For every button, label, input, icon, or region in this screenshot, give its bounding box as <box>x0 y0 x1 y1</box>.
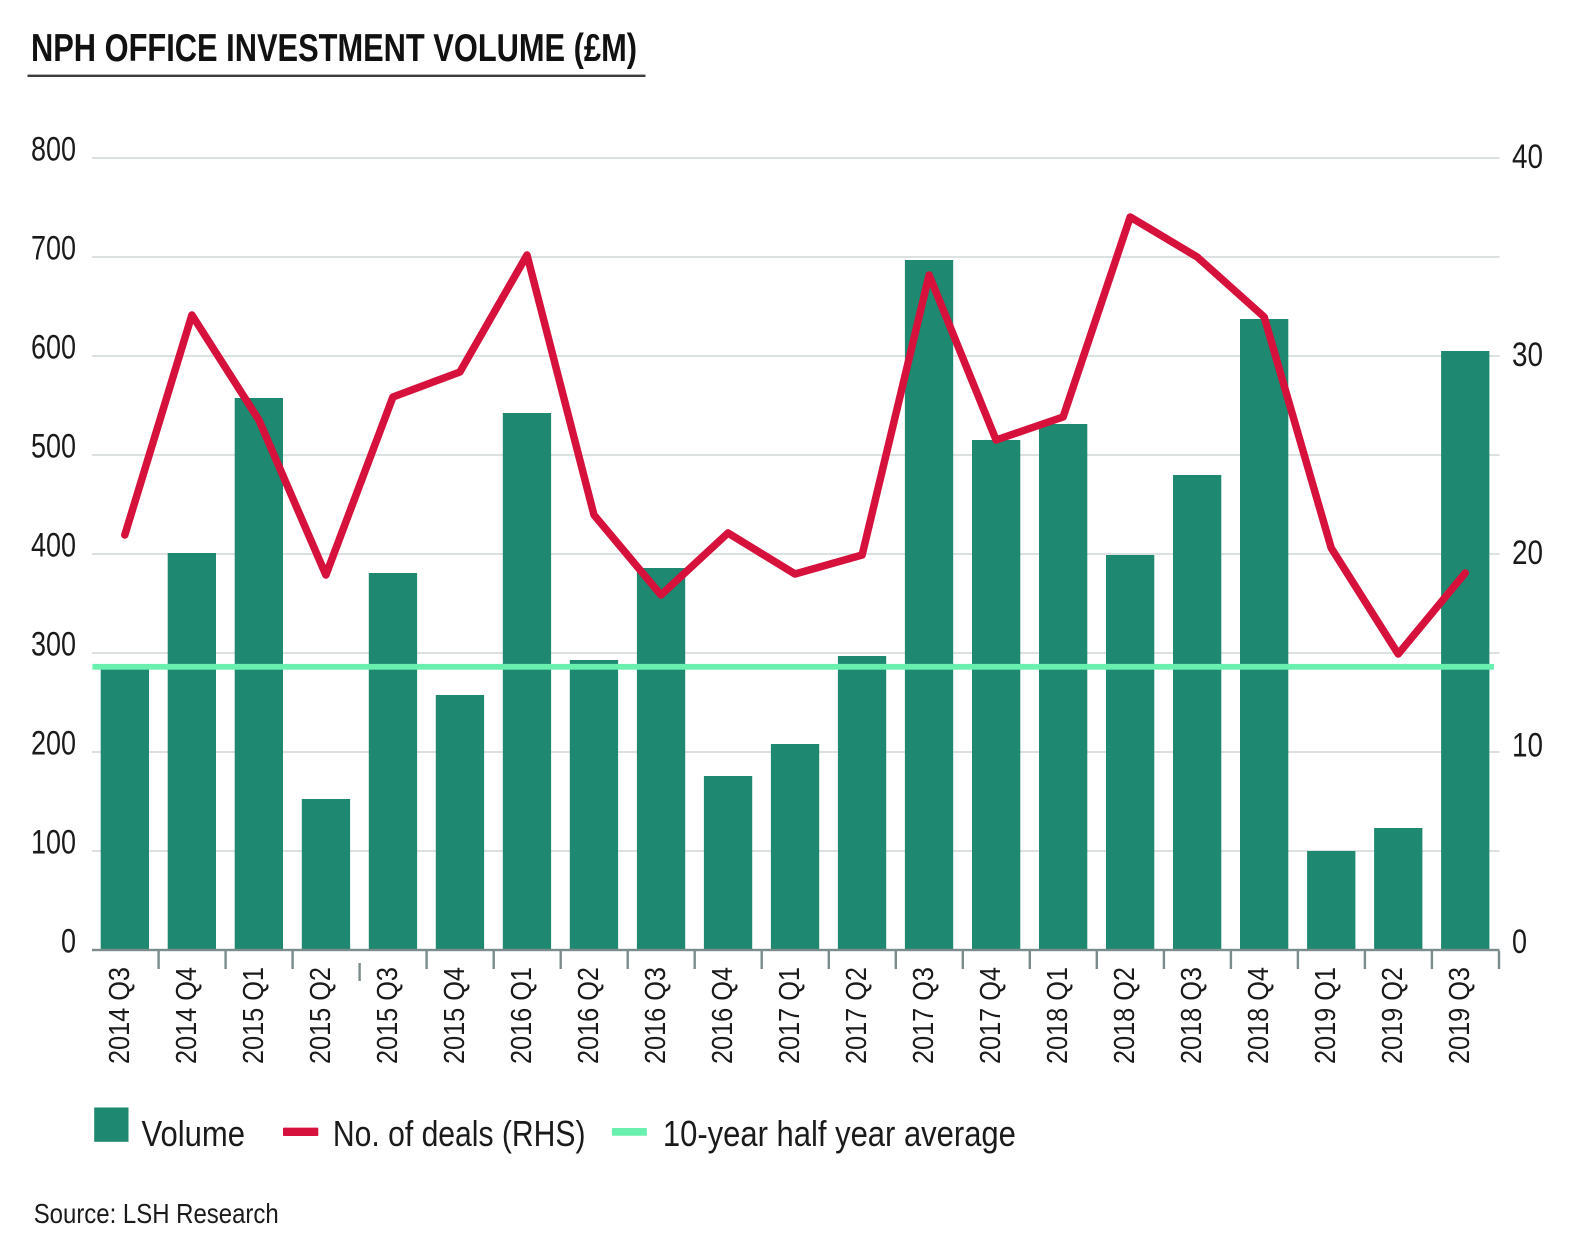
svg-text:600: 600 <box>31 329 76 367</box>
svg-text:400: 400 <box>31 527 76 565</box>
svg-text:2015 Q2: 2015 Q2 <box>305 967 337 1064</box>
svg-text:2016 Q1: 2016 Q1 <box>506 967 538 1064</box>
svg-text:2018 Q2: 2018 Q2 <box>1109 967 1141 1064</box>
svg-text:40: 40 <box>1512 138 1543 176</box>
svg-text:100: 100 <box>31 824 76 862</box>
svg-text:800: 800 <box>31 131 76 169</box>
svg-text:200: 200 <box>31 725 76 763</box>
svg-text:2014 Q3: 2014 Q3 <box>104 967 136 1064</box>
svg-text:2016 Q3: 2016 Q3 <box>640 967 672 1064</box>
svg-text:2018 Q3: 2018 Q3 <box>1176 967 1208 1064</box>
svg-text:2015 Q4: 2015 Q4 <box>439 967 471 1064</box>
svg-text:2018 Q4: 2018 Q4 <box>1243 967 1275 1064</box>
svg-text:Source: LSH Research: Source: LSH Research <box>34 1198 279 1229</box>
svg-text:2017 Q3: 2017 Q3 <box>908 967 940 1064</box>
svg-text:2016 Q4: 2016 Q4 <box>707 967 739 1064</box>
svg-text:NPH OFFICE INVESTMENT VOLUME (: NPH OFFICE INVESTMENT VOLUME (£M) <box>31 27 637 70</box>
svg-text:2017 Q4: 2017 Q4 <box>975 967 1007 1064</box>
svg-text:2019 Q3: 2019 Q3 <box>1444 967 1476 1064</box>
svg-text:2015 Q3: 2015 Q3 <box>372 967 404 1064</box>
svg-text:2014 Q4: 2014 Q4 <box>171 967 203 1064</box>
svg-text:0: 0 <box>61 923 76 961</box>
svg-text:2017 Q1: 2017 Q1 <box>774 967 806 1064</box>
svg-text:2017 Q2: 2017 Q2 <box>841 967 873 1064</box>
svg-text:500: 500 <box>31 428 76 466</box>
svg-text:2019 Q2: 2019 Q2 <box>1377 967 1409 1064</box>
svg-text:10-year half year average: 10-year half year average <box>663 1113 1016 1154</box>
svg-text:2018 Q1: 2018 Q1 <box>1042 967 1074 1064</box>
svg-text:No. of deals (RHS): No. of deals (RHS) <box>333 1113 586 1154</box>
svg-text:2019 Q1: 2019 Q1 <box>1310 967 1342 1064</box>
svg-text:20: 20 <box>1512 534 1543 572</box>
svg-text:30: 30 <box>1512 336 1543 374</box>
svg-text:2015 Q1: 2015 Q1 <box>238 967 270 1064</box>
svg-text:700: 700 <box>31 230 76 268</box>
svg-text:300: 300 <box>31 626 76 664</box>
svg-text:Volume: Volume <box>142 1113 246 1154</box>
svg-text:2016 Q2: 2016 Q2 <box>573 967 605 1064</box>
svg-text:10: 10 <box>1512 727 1543 765</box>
svg-text:0: 0 <box>1512 923 1527 961</box>
